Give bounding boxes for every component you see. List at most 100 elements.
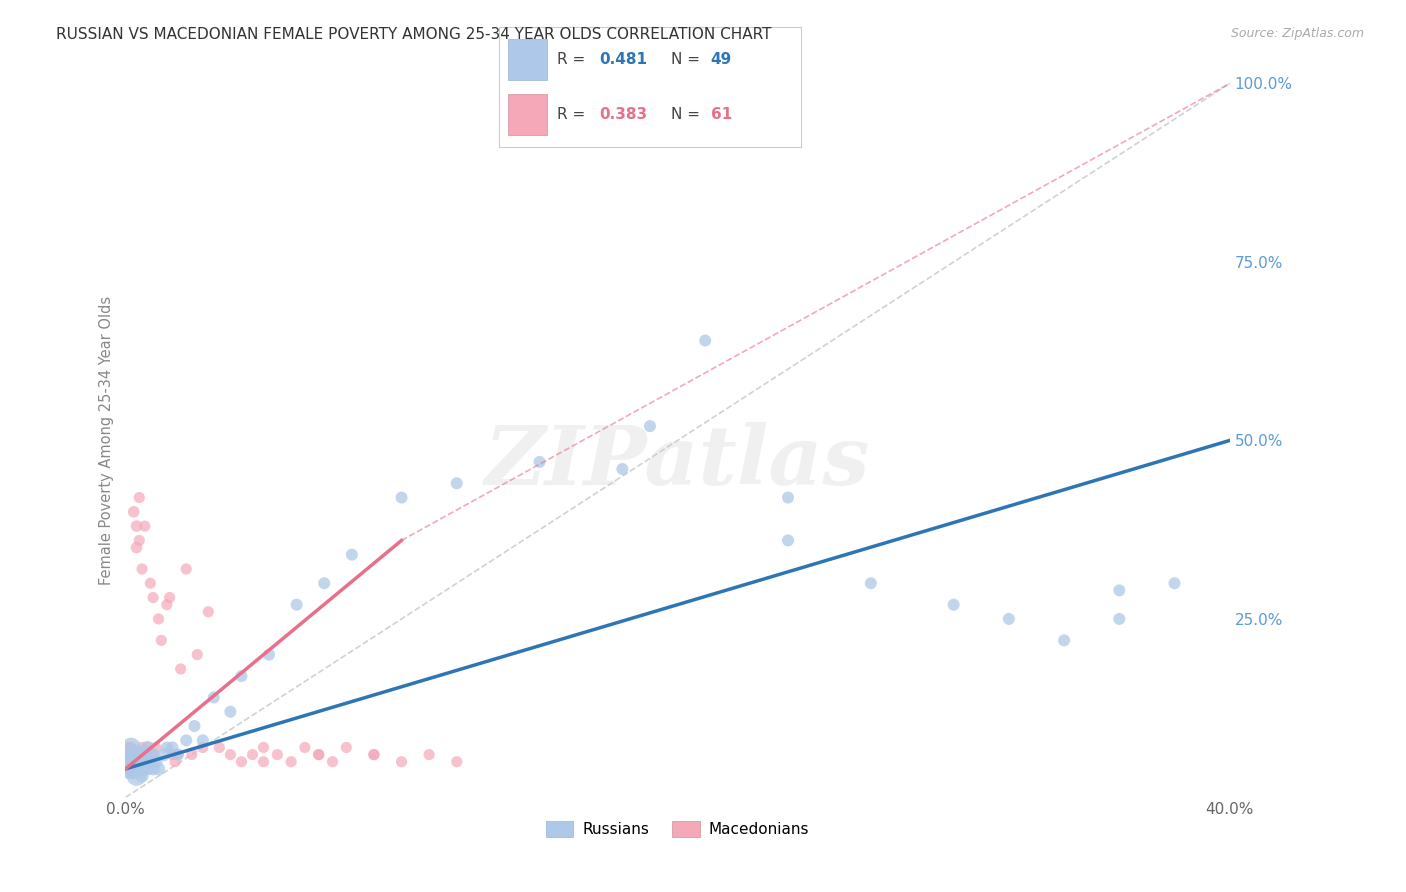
Point	[153, 747, 176, 762]
Point	[117, 755, 139, 769]
Point	[294, 740, 316, 755]
Point	[145, 740, 167, 755]
Point	[167, 747, 190, 762]
Point	[285, 598, 308, 612]
Point	[122, 747, 145, 762]
Point	[117, 755, 139, 769]
Point	[180, 747, 202, 762]
Text: 0.383: 0.383	[599, 107, 647, 122]
Point	[131, 762, 153, 776]
Point	[252, 740, 274, 755]
Point	[391, 491, 413, 505]
Text: 61: 61	[710, 107, 733, 122]
Point	[446, 476, 468, 491]
Point	[859, 576, 882, 591]
Point	[446, 755, 468, 769]
Text: R =: R =	[557, 107, 589, 122]
Point	[266, 747, 288, 762]
Point	[340, 548, 363, 562]
Point	[128, 755, 150, 769]
Point	[120, 762, 142, 776]
Point	[136, 740, 159, 755]
Y-axis label: Female Poverty Among 25-34 Year Olds: Female Poverty Among 25-34 Year Olds	[100, 296, 114, 585]
Point	[145, 755, 167, 769]
Point	[148, 612, 170, 626]
Point	[335, 740, 357, 755]
Point	[139, 755, 162, 769]
Point	[156, 598, 179, 612]
Point	[202, 690, 225, 705]
Point	[174, 562, 197, 576]
Point	[150, 633, 173, 648]
Point	[136, 755, 159, 769]
Point	[131, 755, 153, 769]
Point	[139, 576, 162, 591]
Point	[197, 605, 219, 619]
Point	[363, 747, 385, 762]
Point	[117, 762, 139, 776]
Point	[308, 747, 330, 762]
Point	[191, 740, 214, 755]
Point	[165, 755, 187, 769]
Point	[120, 755, 142, 769]
Point	[122, 505, 145, 519]
Point	[117, 747, 139, 762]
Point	[134, 755, 156, 769]
Point	[131, 740, 153, 755]
Point	[122, 755, 145, 769]
Point	[776, 491, 799, 505]
Point	[128, 747, 150, 762]
Point	[134, 755, 156, 769]
Point	[134, 747, 156, 762]
Point	[117, 740, 139, 755]
Point	[139, 747, 162, 762]
Text: 49: 49	[710, 52, 733, 67]
FancyBboxPatch shape	[508, 95, 547, 136]
Point	[136, 762, 159, 776]
Point	[156, 740, 179, 755]
Point	[308, 747, 330, 762]
Point	[142, 762, 165, 776]
Point	[1108, 612, 1130, 626]
Point	[125, 541, 148, 555]
Point	[1053, 633, 1076, 648]
Point	[208, 740, 231, 755]
Point	[148, 762, 170, 776]
Point	[280, 755, 302, 769]
Point	[134, 519, 156, 533]
Point	[125, 747, 148, 762]
Point	[242, 747, 264, 762]
Point	[125, 769, 148, 783]
Text: ZIPatlas: ZIPatlas	[485, 422, 870, 502]
Point	[1108, 583, 1130, 598]
Text: N =: N =	[672, 52, 706, 67]
Text: R =: R =	[557, 52, 589, 67]
Point	[120, 747, 142, 762]
Point	[162, 740, 184, 755]
Point	[167, 747, 190, 762]
Text: Source: ZipAtlas.com: Source: ZipAtlas.com	[1230, 27, 1364, 40]
Point	[131, 562, 153, 576]
Point	[252, 755, 274, 769]
Point	[1163, 576, 1185, 591]
Point	[125, 747, 148, 762]
Point	[122, 762, 145, 776]
Point	[998, 612, 1021, 626]
Point	[363, 747, 385, 762]
Point	[120, 740, 142, 755]
Point	[120, 740, 142, 755]
FancyBboxPatch shape	[508, 38, 547, 79]
Point	[122, 755, 145, 769]
Point	[131, 769, 153, 783]
Text: N =: N =	[672, 107, 706, 122]
Point	[257, 648, 280, 662]
Point	[186, 648, 208, 662]
Point	[418, 747, 440, 762]
Point	[120, 762, 142, 776]
Point	[776, 533, 799, 548]
Point	[231, 755, 253, 769]
Point	[170, 662, 193, 676]
Point	[128, 491, 150, 505]
Point	[314, 576, 336, 591]
Point	[219, 747, 242, 762]
